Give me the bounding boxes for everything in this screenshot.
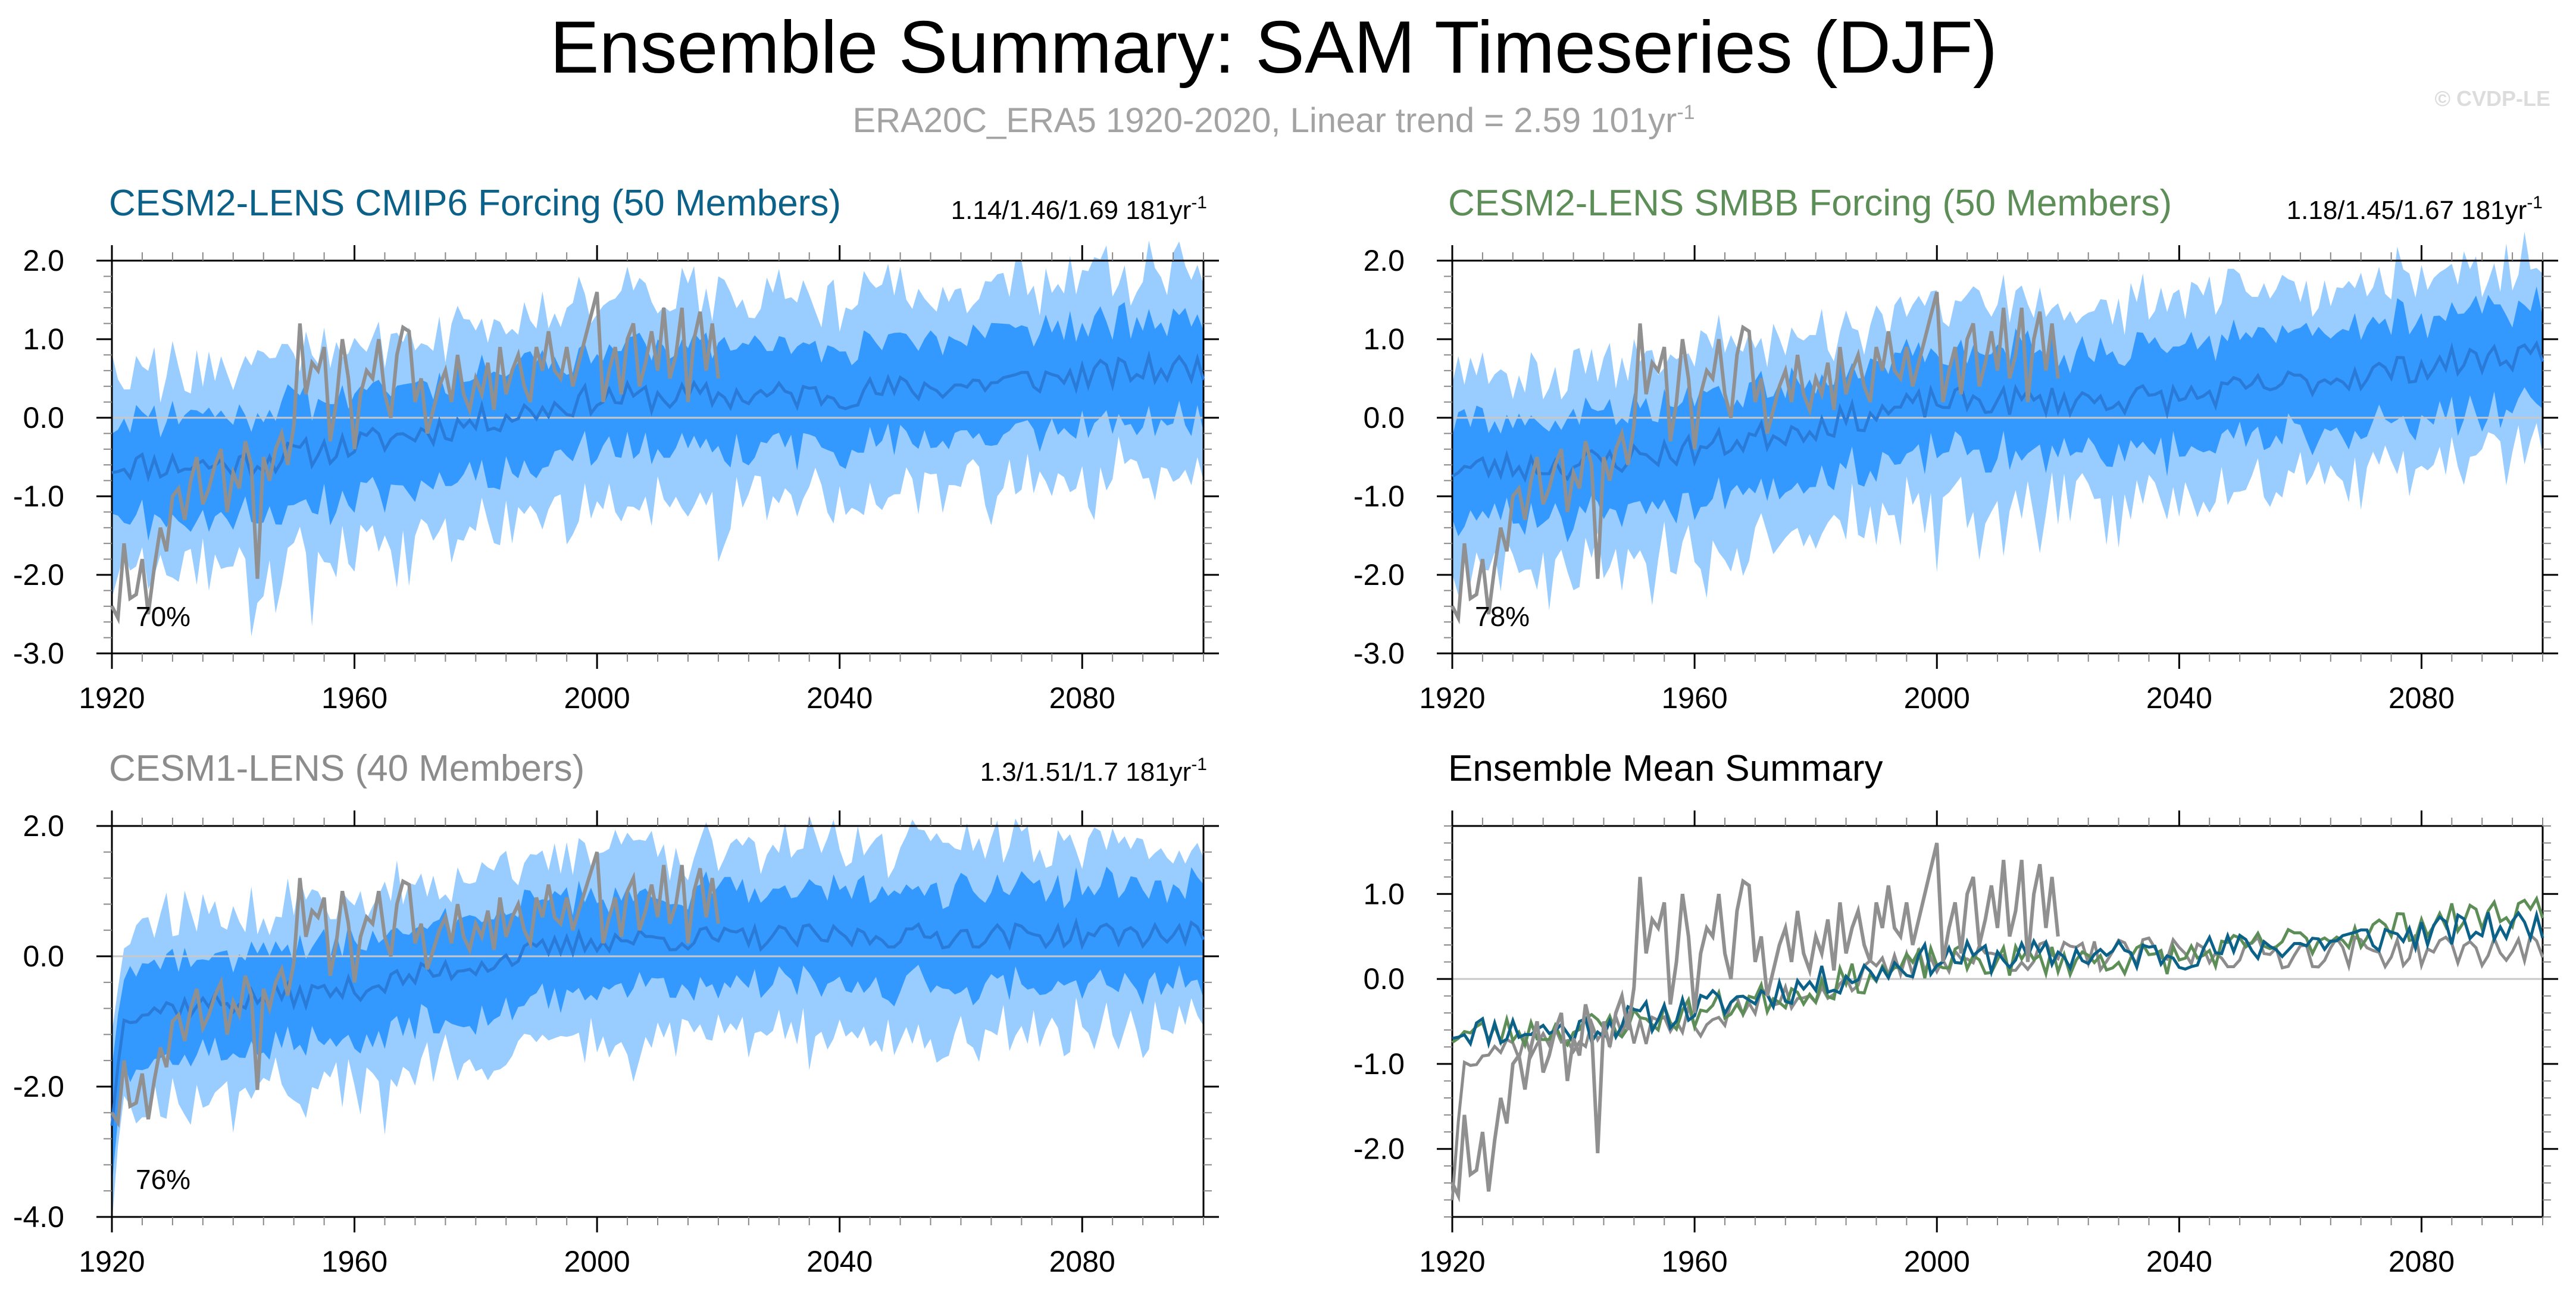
y-tick-label: -2.0 (13, 558, 64, 592)
panel-smbb: CESM2-LENS SMBB Forcing (50 Members) 1.1… (1353, 183, 2558, 715)
x-tick-label: 2000 (564, 1245, 630, 1278)
x-tick-label: 2080 (2389, 681, 2455, 715)
observations-line (1450, 292, 2060, 625)
inner-spread-band (112, 866, 1203, 1186)
y-tick-label: 0.0 (23, 940, 64, 973)
y-tick-label: 2.0 (23, 244, 64, 277)
panel-title-summary: Ensemble Mean Summary (1448, 748, 1883, 789)
panel-stats-cmip6: 1.14/1.46/1.69 181yr-1 (951, 193, 1207, 225)
y-tick-label: 1.0 (1363, 877, 1405, 910)
panel-stats-cmip6-exp: -1 (1191, 193, 1207, 212)
x-tick-label: 2080 (2389, 1245, 2455, 1278)
y-tick-label: 0.0 (1363, 962, 1405, 996)
y-tick-label: 0.0 (1363, 401, 1405, 434)
panel-cesm1: CESM1-LENS (40 Members) 1.3/1.51/1.7 181… (13, 748, 1219, 1278)
percent-label-cmip6: 70% (136, 601, 190, 632)
y-tick-label: -4.0 (13, 1200, 64, 1234)
panel-stats-cesm1-exp: -1 (1191, 755, 1207, 774)
x-tick-label: 1960 (1661, 681, 1727, 715)
panel-title-cmip6: CESM2-LENS CMIP6 Forcing (50 Members) (109, 183, 841, 224)
y-tick-label: 2.0 (1363, 244, 1405, 277)
x-tick-label: 2080 (1049, 681, 1115, 715)
plot-area-cmip6: -3.0 -2.0 -1.0 0.0 1.0 2.0 1920 1960 2000 2040 208… (13, 240, 1219, 715)
y-tick-label: 0.0 (23, 401, 64, 434)
observations-line (1450, 842, 2060, 1203)
y-tick-label: -1.0 (13, 480, 64, 513)
x-tick-label: 2040 (2146, 1245, 2212, 1278)
panel-stats-smbb: 1.18/1.45/1.67 181yr-1 (2287, 193, 2543, 225)
x-tick-label: 2040 (2146, 681, 2212, 715)
percent-label-smbb: 78% (1475, 601, 1530, 632)
x-tick-label: 2000 (1904, 681, 1970, 715)
panel-stats-cmip6-main: 1.14/1.46/1.69 181yr (951, 196, 1192, 225)
observations-line (110, 851, 720, 1128)
panel-stats-smbb-main: 1.18/1.45/1.67 181yr (2287, 196, 2527, 225)
y-tick-label: -1.0 (1353, 480, 1405, 513)
x-tick-label: 2000 (1904, 1245, 1970, 1278)
y-tick-label: -2.0 (1353, 1132, 1405, 1166)
ensemble-mean-line (110, 917, 1205, 1126)
figure-subtitle-exponent: -1 (1677, 101, 1695, 124)
y-tick-label: -2.0 (1353, 558, 1405, 592)
figure-subtitle: ERA20C_ERA5 1920-2020, Linear trend = 2.… (852, 101, 1695, 140)
x-tick-label: 1920 (1419, 1245, 1485, 1278)
x-tick-label: 2080 (1049, 1245, 1115, 1278)
ensemble-mean-line-cmip6 (1452, 909, 2544, 1049)
ensemble-mean-line (111, 350, 1205, 483)
watermark: © CVDP-LE (2434, 86, 2550, 111)
x-tick-label: 1920 (1419, 681, 1485, 715)
observations-line (110, 292, 720, 625)
x-tick-label: 1960 (321, 1245, 387, 1278)
x-tick-label: 2040 (806, 1245, 873, 1278)
plot-area-summary: -2.0 -1.0 0.0 1.0 1920 1960 2000 2040 2080 (1353, 810, 2558, 1278)
y-tick-label: -3.0 (13, 637, 64, 670)
y-tick-label: -3.0 (1353, 637, 1405, 670)
figure-subtitle-main: ERA20C_ERA5 1920-2020, Linear trend = 2.… (852, 101, 1677, 140)
x-tick-label: 1960 (1661, 1245, 1727, 1278)
x-tick-label: 1920 (79, 681, 145, 715)
ensemble-mean-line (1451, 340, 2544, 483)
y-tick-label: -2.0 (13, 1070, 64, 1103)
inner-spread-band (1452, 286, 2543, 543)
panel-stats-smbb-exp: -1 (2527, 193, 2543, 212)
panel-cmip6: CESM2-LENS CMIP6 Forcing (50 Members) 1.… (13, 183, 1219, 715)
x-tick-label: 2040 (806, 681, 873, 715)
plot-area-cesm1: -4.0 -2.0 0.0 2.0 1920 1960 2000 2040 2080 (13, 809, 1219, 1278)
panel-summary: Ensemble Mean Summary -2.0 -1.0 0.0 1.0 1920… (1353, 748, 2558, 1278)
y-tick-label: 1.0 (1363, 323, 1405, 356)
panel-title-smbb: CESM2-LENS SMBB Forcing (50 Members) (1448, 183, 2172, 224)
ensemble-mean-line-cesm1 (1450, 932, 2544, 1200)
panel-title-cesm1: CESM1-LENS (40 Members) (109, 748, 584, 789)
plot-area-smbb: -3.0 -2.0 -1.0 0.0 1.0 2.0 1920 1960 2000 2040 208… (1353, 231, 2558, 715)
panel-stats-cesm1-main: 1.3/1.51/1.7 181yr (980, 758, 1192, 787)
figure-title: Ensemble Summary: SAM Timeseries (DJF) (550, 7, 1997, 89)
y-tick-label: 1.0 (23, 323, 64, 356)
x-tick-label: 2000 (564, 681, 630, 715)
x-tick-label: 1960 (321, 681, 387, 715)
y-tick-label: 2.0 (23, 809, 64, 843)
panel-stats-cesm1: 1.3/1.51/1.7 181yr-1 (980, 755, 1207, 787)
inner-spread-band (112, 302, 1203, 541)
percent-label-cesm1: 76% (136, 1164, 190, 1195)
x-tick-label: 1920 (79, 1245, 145, 1278)
y-tick-label: -1.0 (1353, 1047, 1405, 1081)
